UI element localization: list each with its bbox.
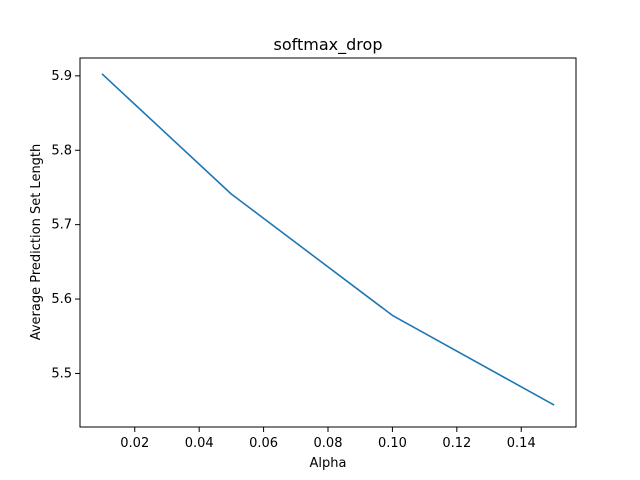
y-tick-label: 5.5 xyxy=(51,366,72,381)
x-axis-label: Alpha xyxy=(310,456,347,471)
y-tick-label: 5.7 xyxy=(51,218,72,233)
x-tick-label: 0.14 xyxy=(507,436,536,451)
y-tick-label: 5.8 xyxy=(51,143,72,158)
series-line-0 xyxy=(101,73,555,406)
x-axis: 0.02 0.04 0.06 0.08 0.10 0.12 0.14 xyxy=(120,427,536,451)
chart-title: softmax_drop xyxy=(274,35,383,55)
series-group xyxy=(101,73,555,406)
x-tick-label: 0.06 xyxy=(249,436,278,451)
x-tick-label: 0.02 xyxy=(120,436,149,451)
x-tick-label: 0.10 xyxy=(378,436,407,451)
x-tick-label: 0.04 xyxy=(185,436,214,451)
y-axis: 5.5 5.6 5.7 5.8 5.9 xyxy=(51,69,80,381)
y-axis-label: Average Prediction Set Length xyxy=(29,144,44,341)
x-tick-label: 0.12 xyxy=(442,436,471,451)
y-tick-label: 5.6 xyxy=(51,292,72,307)
x-tick-label: 0.08 xyxy=(314,436,343,451)
y-tick-label: 5.9 xyxy=(51,69,72,84)
